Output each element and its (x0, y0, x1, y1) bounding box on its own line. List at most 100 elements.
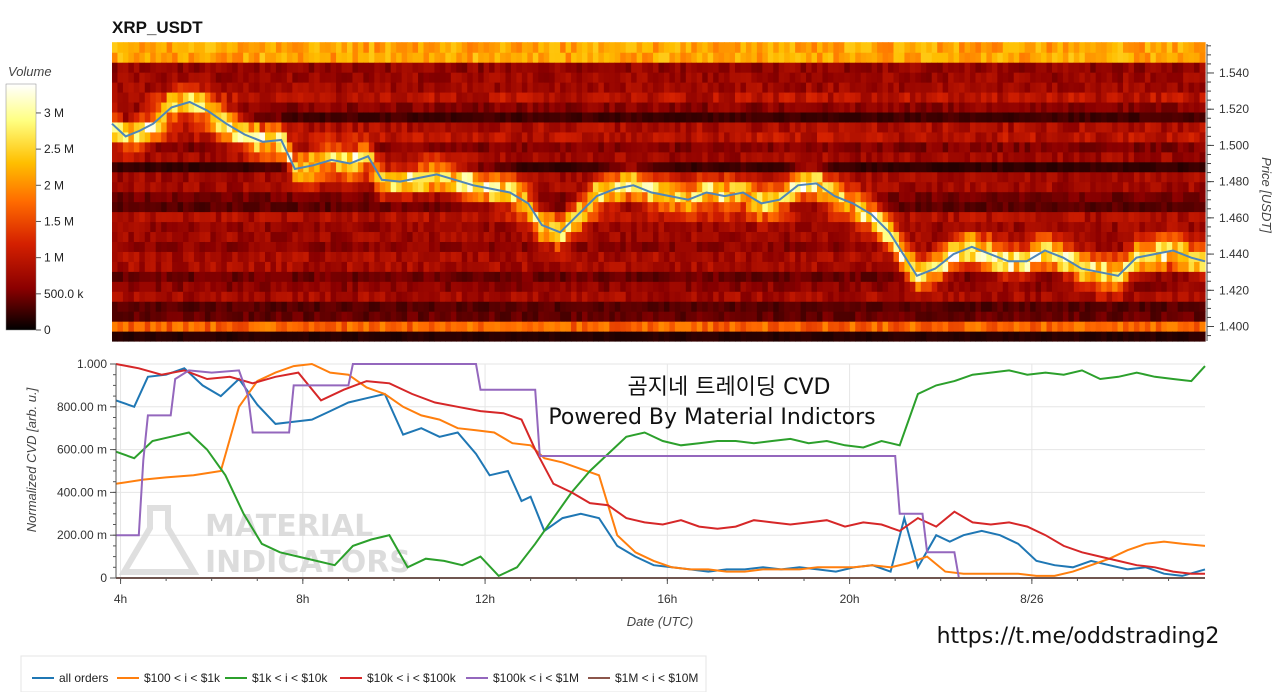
heatmap-cell (674, 121, 681, 133)
heatmap-cell (363, 82, 370, 93)
heatmap-cell (893, 52, 900, 63)
heatmap-cell (970, 231, 977, 242)
heatmap-cell (855, 221, 862, 233)
heatmap-cell (516, 311, 523, 322)
heatmap-cell (248, 42, 255, 53)
heatmap-cell (248, 62, 255, 73)
heatmap-cell (357, 221, 364, 233)
heatmap-cell (959, 291, 966, 302)
heatmap-cell (226, 101, 233, 113)
heatmap-cell (642, 191, 649, 203)
heatmap-cell (308, 201, 315, 213)
heatmap-cell (631, 52, 638, 63)
heatmap-cell (838, 171, 845, 183)
heatmap-cell (532, 91, 539, 103)
heatmap-cell (587, 311, 594, 322)
heatmap-cell (838, 72, 845, 83)
heatmap-cell (407, 271, 414, 282)
heatmap-cell (150, 82, 157, 93)
heatmap-cell (609, 291, 616, 302)
heatmap-cell (543, 52, 550, 63)
heatmap-cell (751, 111, 758, 123)
heatmap-cell (756, 91, 763, 103)
heatmap-cell (221, 52, 228, 63)
heatmap-cell (183, 211, 190, 223)
heatmap-cell (554, 52, 561, 63)
heatmap-cell (937, 191, 944, 203)
heatmap-cell (527, 321, 534, 332)
heatmap-cell (390, 281, 397, 292)
heatmap-cell (445, 211, 452, 223)
heatmap-cell (975, 52, 982, 63)
heatmap-cell (336, 52, 343, 63)
heatmap-cell (964, 211, 971, 223)
heatmap-cell (297, 42, 304, 53)
heatmap-cell (838, 231, 845, 242)
heatmap-cell (385, 231, 392, 242)
heatmap-cell (964, 261, 971, 272)
heatmap-cell (833, 42, 840, 53)
heatmap-cell (407, 191, 414, 203)
heatmap-cell (762, 151, 769, 163)
heatmap-cell (352, 311, 359, 322)
heatmap-cell (658, 141, 665, 153)
heatmap-cell (401, 151, 408, 163)
heatmap-cell (669, 251, 676, 262)
heatmap-cell (270, 201, 277, 213)
heatmap-cell (428, 231, 436, 242)
heatmap-cell (303, 281, 310, 292)
heatmap-cell (609, 321, 616, 332)
heatmap-cell (931, 171, 938, 183)
heatmap-cell (494, 281, 501, 292)
heatmap-cell (418, 131, 425, 143)
heatmap-cell (122, 201, 129, 213)
heatmap-cell (538, 311, 545, 322)
heatmap-cell (909, 331, 916, 342)
heatmap-cell (795, 151, 802, 163)
heatmap-cell (997, 141, 1004, 153)
heatmap-cell (609, 62, 616, 73)
heatmap-cell (833, 131, 840, 143)
heatmap-cell (401, 191, 408, 203)
heatmap-cell (953, 171, 960, 183)
heatmap-cell (592, 251, 599, 262)
heatmap-cell (183, 121, 190, 133)
heatmap-cell (450, 231, 457, 242)
heatmap-cell (428, 131, 436, 143)
heatmap-cell (505, 131, 512, 143)
heatmap-cell (855, 131, 862, 143)
heatmap-cell (439, 42, 446, 53)
heatmap-cell (461, 72, 468, 83)
heatmap-cell (232, 141, 239, 153)
heatmap-cell (674, 82, 681, 93)
heatmap-cell (434, 231, 441, 242)
heatmap-cell (554, 82, 561, 93)
heatmap-cell (122, 141, 129, 153)
heatmap-cell (789, 91, 796, 103)
heatmap-cell (133, 141, 140, 153)
heatmap-cell (707, 131, 714, 143)
heatmap-cell (565, 72, 572, 83)
heatmap-cell (587, 251, 594, 262)
heatmap-cell (357, 121, 364, 133)
heatmap-cell (297, 291, 304, 302)
heatmap-cell (609, 72, 616, 83)
heatmap-cell (210, 301, 217, 312)
heatmap-cell (1002, 181, 1009, 193)
heatmap-cell (931, 62, 938, 73)
heatmap-cell (849, 331, 856, 342)
heatmap-cell (751, 181, 758, 193)
heatmap-cell (532, 201, 539, 213)
heatmap-cell (199, 291, 206, 302)
heatmap-cell (893, 141, 900, 153)
heatmap-cell (193, 151, 201, 163)
heatmap-cell (560, 141, 567, 153)
heatmap-cell (472, 111, 479, 123)
heatmap-cell (232, 62, 239, 73)
heatmap-cell (516, 251, 523, 262)
heatmap-cell (948, 121, 955, 133)
heatmap-cell (773, 221, 780, 233)
heatmap-cell (811, 191, 818, 203)
heatmap-cell (844, 171, 851, 183)
heatmap-cell (314, 91, 321, 103)
